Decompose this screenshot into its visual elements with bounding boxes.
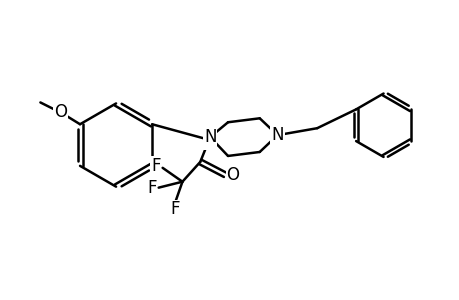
- Text: F: F: [151, 157, 160, 175]
- Text: N: N: [203, 131, 216, 149]
- Text: N: N: [203, 128, 216, 146]
- Text: O: O: [226, 166, 239, 184]
- Text: O: O: [54, 103, 67, 122]
- Text: N: N: [271, 126, 283, 144]
- Text: F: F: [170, 200, 180, 218]
- Text: F: F: [147, 178, 156, 196]
